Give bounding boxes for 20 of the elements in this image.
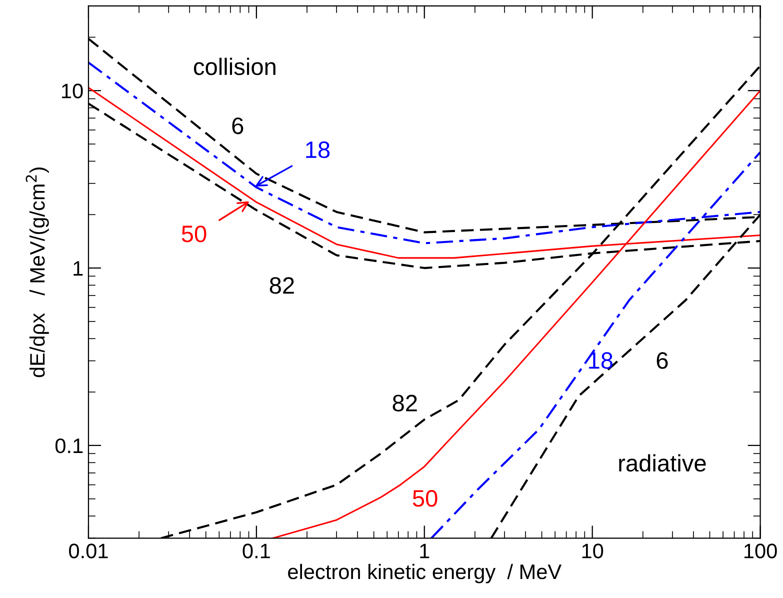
annotation: 18 — [306, 141, 330, 158]
y-axis-title: dE/dρx / MeV/(g/cm$^{2}$) — [26, 168, 49, 378]
y-tick-label: 0.1 — [55, 438, 83, 454]
x-tick-label: 0.1 — [242, 544, 270, 558]
annotation: 82 — [270, 277, 294, 294]
annotation: 50 — [412, 490, 438, 507]
annotation: collision — [194, 58, 276, 76]
y-tick-label: 1 — [74, 261, 83, 276]
annotation: 82 — [392, 394, 417, 412]
annotation: 6 — [656, 352, 668, 369]
y-tick-label: 10 — [62, 84, 83, 98]
x-tick-label: 100 — [744, 544, 777, 558]
x-tick-label: 10 — [582, 544, 604, 558]
annotation: 6 — [232, 117, 244, 134]
x-tick-label: 0.01 — [69, 544, 108, 558]
annotation: 18 — [589, 352, 613, 369]
x-tick-label: 1 — [420, 544, 430, 558]
annotation: 50 — [182, 226, 206, 242]
x-axis-title: electron kinetic energy / MeV — [288, 564, 562, 584]
annotation: radiative — [619, 454, 706, 472]
